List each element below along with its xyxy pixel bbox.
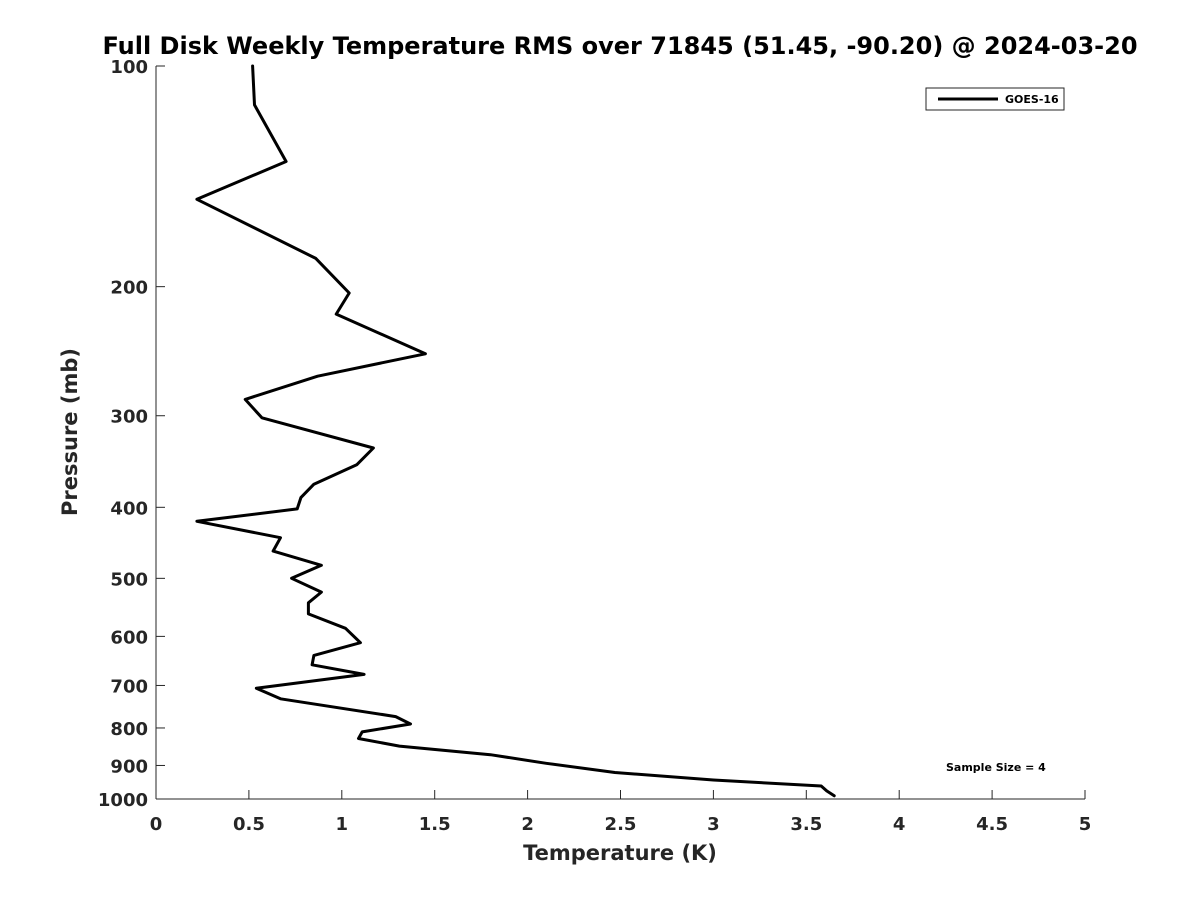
- x-tick-label-6: 3: [707, 814, 720, 835]
- y-tick-label-6: 700: [110, 676, 148, 697]
- y-tick-label-9: 1000: [98, 790, 148, 811]
- series-layer: [195, 64, 836, 798]
- x-tick-label-9: 4.5: [976, 814, 1008, 835]
- x-tick-label-8: 4: [893, 814, 906, 835]
- y-tick-label-5: 600: [110, 627, 148, 648]
- legend: GOES-16: [925, 87, 1065, 111]
- x-tick-label-3: 1.5: [419, 814, 451, 835]
- sample-size-annotation: Sample Size = 4: [946, 761, 1046, 774]
- y-tick-label-7: 800: [110, 719, 148, 740]
- x-tick-label-0: 0: [150, 814, 163, 835]
- y-axis: 100 200 300 400 500 600 700 800 900 1000: [98, 57, 165, 811]
- y-tick-label-3: 400: [110, 498, 148, 519]
- x-tick-label-2: 1: [336, 814, 349, 835]
- y-tick-label-0: 100: [110, 57, 148, 78]
- y-axis-label: Pressure (mb): [58, 348, 82, 516]
- x-tick-label-4: 2: [521, 814, 534, 835]
- x-tick-label-7: 3.5: [790, 814, 822, 835]
- x-tick-label-5: 2.5: [605, 814, 637, 835]
- chart-title: Full Disk Weekly Temperature RMS over 71…: [102, 32, 1137, 60]
- x-tick-label-10: 5: [1079, 814, 1092, 835]
- x-axis: 0 0.5 1 1.5 2 2.5 3 3.5 4 4.5 5: [150, 790, 1092, 835]
- y-tick-label-1: 200: [110, 278, 148, 299]
- series-line-goes-16: [195, 64, 836, 798]
- x-tick-label-1: 0.5: [233, 814, 265, 835]
- y-tick-label-8: 900: [110, 756, 148, 777]
- y-tick-label-4: 500: [110, 569, 148, 590]
- plot-area: 0 0.5 1 1.5 2 2.5 3 3.5 4 4.5 5 100 200 300 400 500 600…: [98, 57, 1091, 835]
- legend-label-goes-16: GOES-16: [1005, 93, 1059, 106]
- x-axis-label: Temperature (K): [523, 841, 717, 865]
- y-tick-label-2: 300: [110, 407, 148, 428]
